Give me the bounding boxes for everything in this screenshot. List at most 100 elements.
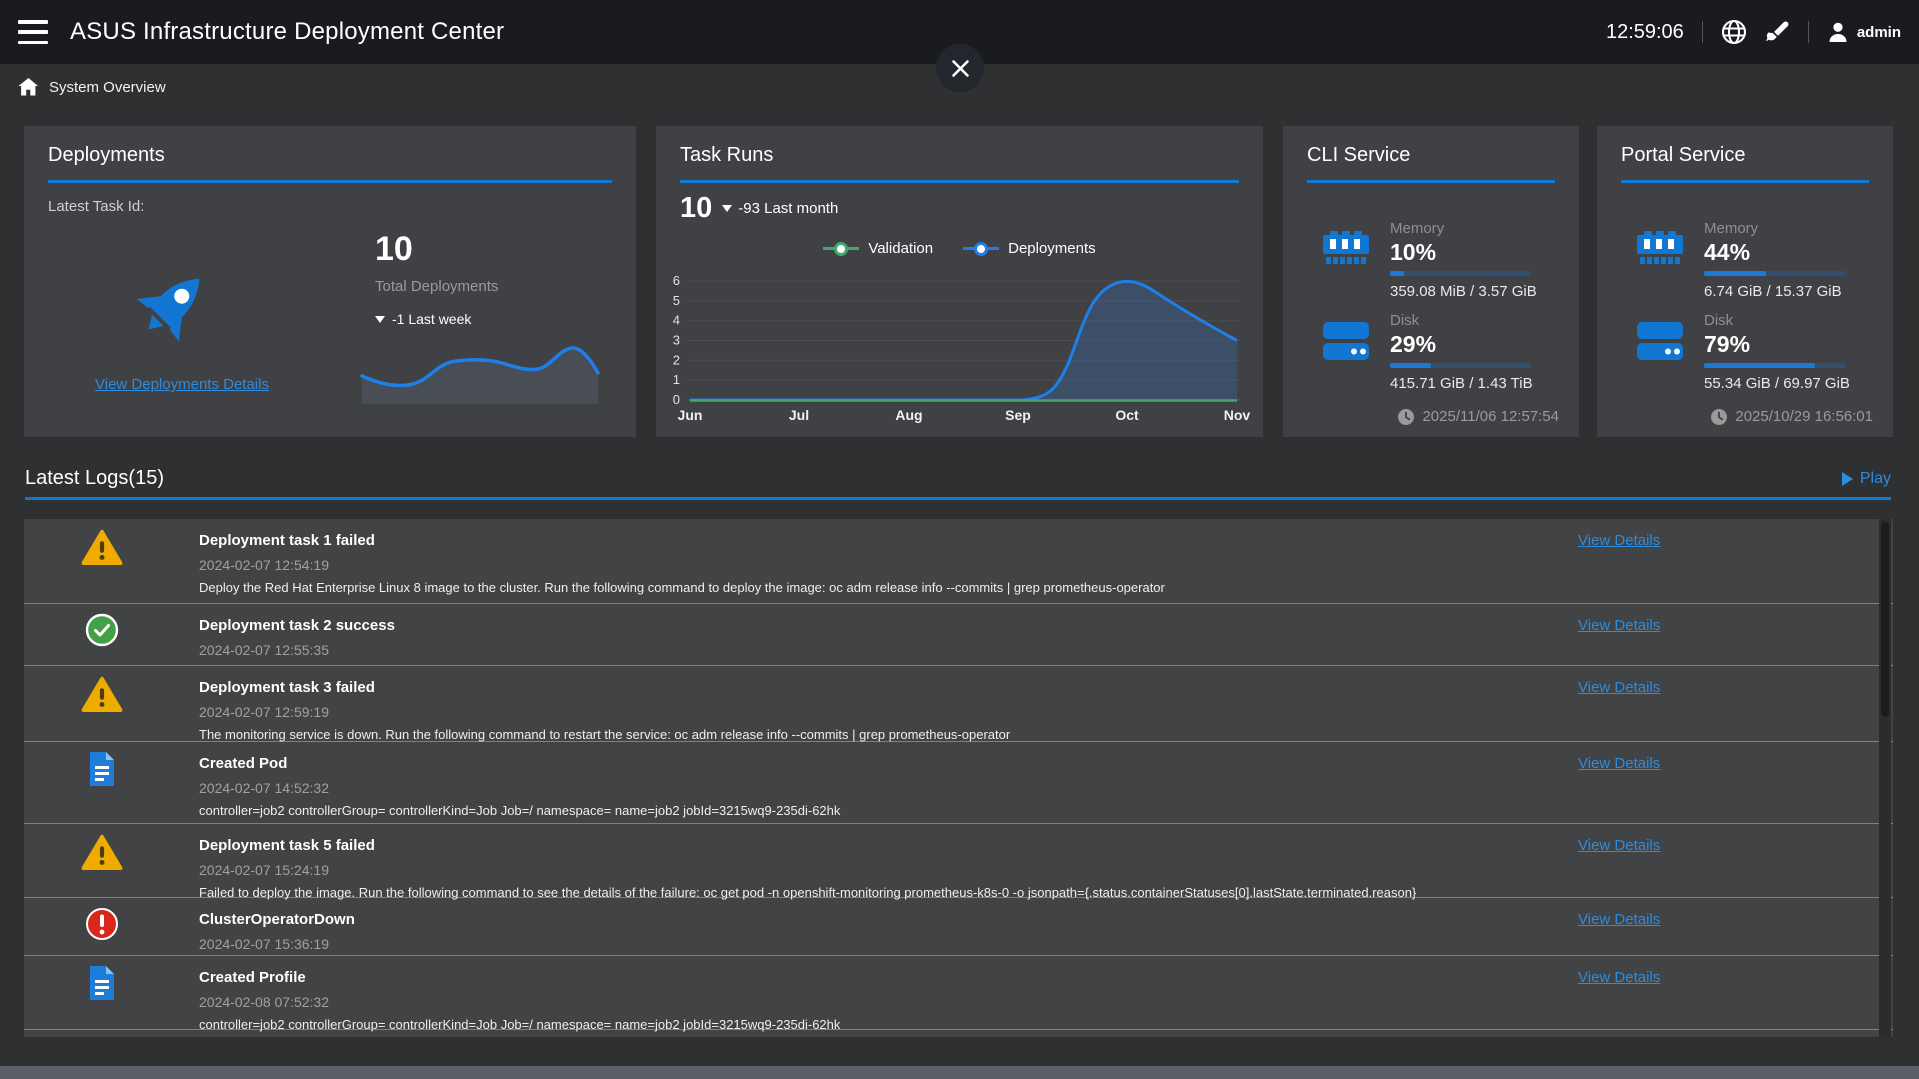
svg-text:4: 4 [673, 313, 680, 328]
log-timestamp: 2024-02-07 12:59:19 [199, 704, 329, 720]
user-icon [1829, 22, 1847, 42]
view-details-link[interactable]: View Details [1578, 837, 1661, 854]
view-deployments-details-link[interactable]: View Deployments Details [95, 376, 269, 393]
svg-text:Nov: Nov [1224, 407, 1251, 423]
svg-text:3: 3 [673, 333, 680, 348]
log-description: controller=job2 controllerGroup= control… [199, 803, 841, 818]
log-title: Deployment task 1 failed [199, 532, 375, 549]
disk-percent: 29% [1390, 331, 1437, 357]
task-runs-delta-label: -93 Last month [738, 200, 839, 217]
svg-text:5: 5 [673, 293, 680, 308]
svg-text:1: 1 [673, 372, 680, 387]
memory-label: Memory [1390, 220, 1445, 237]
divider [1807, 21, 1809, 43]
deployments-card: Deployments Latest Task Id: 10 Total Dep… [24, 126, 636, 437]
log-title: Created Pod [199, 755, 288, 772]
deployments-delta-label: -1 Last week [392, 311, 472, 327]
app-title: ASUS Infrastructure Deployment Center [70, 18, 505, 45]
current-time: 12:59:06 [1605, 20, 1684, 43]
play-button[interactable]: Play [1841, 470, 1891, 488]
play-icon [1841, 471, 1853, 486]
log-title: Created Profile [199, 969, 306, 986]
view-details-link[interactable]: View Details [1578, 679, 1661, 696]
user-menu[interactable]: admin [1827, 21, 1901, 43]
memory-icon [1635, 228, 1685, 273]
logs-accent-rule [25, 497, 1891, 500]
deployments-sparkline-chart [360, 346, 600, 404]
document-icon [80, 965, 124, 1001]
log-timestamp: 2024-02-07 15:36:19 [199, 936, 329, 952]
log-description: controller=job2 controllerGroup= control… [199, 1017, 841, 1032]
log-row: Deployment task 1 failed 2024-02-07 12:5… [24, 519, 1893, 604]
disk-detail: 55.34 GiB / 69.97 GiB [1704, 375, 1850, 392]
view-details-link[interactable]: View Details [1578, 617, 1661, 634]
logs-header: Latest Logs(15) Play [25, 467, 1891, 490]
logs-panel: Deployment task 1 failed 2024-02-07 12:5… [24, 519, 1893, 1037]
success-icon [80, 613, 124, 647]
memory-icon [1321, 228, 1371, 273]
svg-text:Jul: Jul [789, 407, 809, 423]
svg-text:6: 6 [673, 273, 680, 288]
task-runs-delta-dropdown[interactable]: -93 Last month [722, 200, 838, 217]
hamburger-menu-icon[interactable] [18, 20, 48, 44]
rocket-icon [126, 256, 222, 357]
svg-text:0: 0 [673, 392, 680, 407]
breadcrumb: System Overview [0, 64, 1919, 110]
horizontal-scrollbar[interactable] [0, 1066, 1919, 1079]
view-details-link[interactable]: View Details [1578, 969, 1661, 986]
deployments-card-title: Deployments [48, 144, 165, 166]
task-runs-card: Task Runs 10 -93 Last month Validation D… [656, 126, 1263, 437]
topbar-right: 12:59:06 admin [1606, 19, 1901, 45]
card-accent-rule [1307, 180, 1555, 183]
memory-progress-bar [1704, 271, 1845, 276]
caret-down-icon [375, 315, 385, 323]
log-title: Deployment task 3 failed [199, 679, 375, 696]
logs-scrollbar [1879, 519, 1891, 1037]
log-row: ClusterOperatorDown 2024-02-07 15:36:19 … [24, 898, 1893, 956]
legend-item-validation[interactable]: Validation [823, 240, 933, 257]
svg-text:Aug: Aug [895, 407, 922, 423]
latest-task-id-label: Latest Task Id: [48, 198, 145, 215]
clock-icon [1398, 408, 1415, 425]
total-deployments-label: Total Deployments [375, 278, 499, 295]
legend-item-deployments[interactable]: Deployments [963, 240, 1096, 257]
log-row: Deployment task 2 success 2024-02-07 12:… [24, 604, 1893, 666]
view-details-link[interactable]: View Details [1578, 911, 1661, 928]
task-runs-card-title: Task Runs [680, 144, 774, 166]
svg-text:Jun: Jun [678, 407, 703, 423]
log-timestamp: 2024-02-07 12:55:35 [199, 642, 329, 658]
log-timestamp: 2024-02-07 15:24:19 [199, 862, 329, 878]
memory-percent: 10% [1390, 239, 1437, 265]
close-button[interactable] [936, 44, 984, 92]
disk-progress-bar [1704, 363, 1845, 368]
logs-title: Latest Logs(15) [25, 467, 164, 489]
cli-service-timestamp: 2025/11/06 12:57:54 [1422, 408, 1559, 425]
view-details-link[interactable]: View Details [1578, 532, 1661, 549]
memory-detail: 359.08 MiB / 3.57 GiB [1390, 283, 1537, 300]
disk-detail: 415.71 GiB / 1.43 TiB [1390, 375, 1533, 392]
language-globe-icon[interactable] [1721, 19, 1747, 45]
document-icon [80, 751, 124, 787]
memory-label: Memory [1704, 220, 1759, 237]
view-details-link[interactable]: View Details [1578, 755, 1661, 772]
card-accent-rule [48, 180, 612, 183]
deployments-stats: 10 Total Deployments -1 Last week [375, 230, 498, 327]
home-icon[interactable] [18, 77, 39, 97]
svg-text:Sep: Sep [1005, 407, 1031, 423]
memory-progress-bar [1390, 271, 1531, 276]
memory-percent: 44% [1704, 239, 1751, 265]
log-description: Deploy the Red Hat Enterprise Linux 8 im… [199, 580, 1165, 595]
log-title: ClusterOperatorDown [199, 911, 355, 928]
deployments-delta-dropdown[interactable]: -1 Last week [375, 311, 498, 327]
portal-service-card-title: Portal Service [1621, 144, 1746, 166]
log-row: Created Pod 2024-02-07 14:52:32 controll… [24, 742, 1893, 824]
log-row: Created Profile 2024-02-08 07:52:32 cont… [24, 956, 1893, 1032]
task-runs-count: 10 [680, 192, 713, 224]
theme-brush-icon[interactable] [1765, 20, 1790, 45]
error-icon [80, 907, 124, 941]
total-deployments-value: 10 [375, 230, 413, 268]
warning-icon [80, 528, 124, 566]
log-description: The monitoring service is down. Run the … [199, 727, 1011, 742]
warning-icon [80, 675, 124, 713]
logs-scrollbar-thumb[interactable] [1881, 522, 1889, 717]
